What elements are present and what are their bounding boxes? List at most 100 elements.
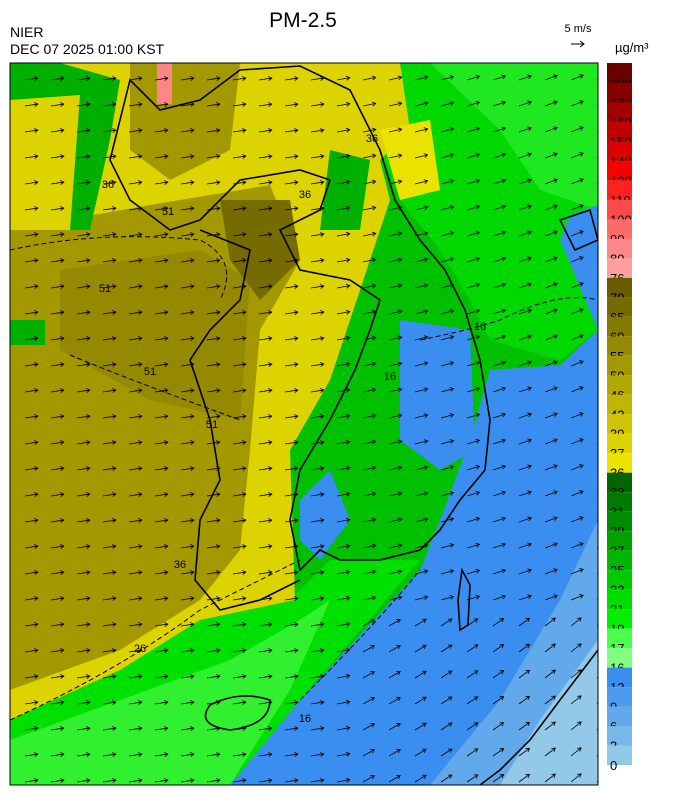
wind-arrow-shaft [544,747,556,757]
wind-arrow [154,674,169,679]
wind-arrow-shaft [180,103,194,107]
wind-arrow-shaft [570,412,584,419]
wind-arrow [128,206,143,211]
wind-arrow-head [112,414,117,419]
wind-arrow-head [475,542,481,548]
wind-arrow-shaft [258,571,272,575]
wind-arrow-head [164,336,169,341]
wind-arrow-shaft [440,76,454,81]
wind-arrow [544,178,558,185]
wind-arrow-head [319,700,325,705]
wind-arrow [336,491,351,497]
wind-arrow [232,388,247,393]
wind-arrow-shaft [440,596,454,601]
wind-arrow [258,76,273,81]
wind-arrow [336,595,351,601]
wind-arrow-shaft [76,259,90,263]
wind-arrow-head [579,204,584,209]
wind-arrow [128,778,143,783]
wind-arrow-shaft [466,774,479,783]
wind-arrow [128,284,143,289]
wind-arrow-head [86,310,91,315]
wind-arrow-shaft [362,645,375,653]
wind-arrow-head [473,748,479,753]
wind-arrow-head [473,774,479,779]
colorbar-segment [607,180,632,200]
wind-arrow [50,76,65,81]
wind-arrow-head [112,76,117,81]
wind-arrow-head [86,518,91,523]
wind-arrow [258,336,273,341]
wind-arrow-shaft [414,596,428,601]
wind-arrow-head [371,75,377,81]
wind-arrow-shaft [310,493,324,497]
wind-arrow [102,778,117,783]
wind-arrow [128,102,143,107]
wind-arrow-shaft [544,773,556,783]
wind-arrow-shaft [102,129,116,133]
wind-arrow [154,180,169,185]
wind-arrow [492,568,507,575]
wind-arrow-head [577,747,582,752]
wind-arrow-shaft [518,205,532,211]
wind-arrow [232,726,247,731]
wind-arrow-head [34,570,39,575]
wind-arrow [492,542,507,549]
wind-arrow [102,648,117,653]
wind-arrow-shaft [492,127,506,133]
wind-arrow-head [525,695,531,701]
wind-arrow-shaft [492,179,506,185]
wind-arrow [284,544,299,549]
wind-arrow-shaft [258,415,272,419]
wind-arrow [128,154,143,159]
wind-arrow-head [112,258,117,263]
wind-arrow-shaft [206,545,220,549]
wind-arrow [466,308,481,315]
wind-arrow-head [475,256,481,262]
wind-arrow [518,256,533,263]
wind-arrow-shaft [310,259,324,263]
wind-arrow-head [268,258,273,263]
wind-arrow [76,414,91,419]
wind-arrow [128,336,143,341]
wind-arrow-shaft [206,415,220,419]
wind-arrow-head [216,544,221,549]
wind-arrow-shaft [154,701,168,705]
wind-arrow-shaft [284,259,298,263]
wind-arrow [102,492,117,497]
wind-arrow-shaft [362,596,376,601]
wind-arrow-head [553,204,558,209]
colorbar-segment [607,355,632,376]
wind-arrow-head [397,153,403,159]
wind-arrow-shaft [388,128,402,133]
wind-arrow-shaft [284,207,298,211]
wind-arrow-head [138,128,143,133]
wind-arrow-head [216,76,221,81]
wind-arrow [336,725,351,731]
wind-arrow-head [473,696,479,701]
wind-arrow [518,490,533,497]
wind-arrow-shaft [518,617,530,627]
wind-arrow [102,440,117,445]
wind-arrow-head [60,258,65,263]
wind-arrow [570,100,584,107]
wind-arrow-shaft [440,180,454,185]
wind-arrow-shaft [414,414,428,419]
wind-arrow [76,76,91,81]
wind-arrow-head [294,700,299,705]
wind-arrow [440,413,455,419]
wind-arrow-head [190,492,195,497]
wind-arrow-shaft [128,129,142,133]
wind-arrow-head [190,674,195,679]
wind-arrow-head [138,232,143,237]
wind-arrow-head [319,128,325,133]
wind-arrow-head [190,778,195,783]
wind-arrow [362,75,377,81]
wind-arrow [206,76,221,81]
wind-arrow-head [60,180,65,185]
wind-arrow-head [294,492,299,497]
wind-arrow-head [60,414,65,419]
wind-arrow [128,440,143,445]
wind-arrow-head [138,544,143,549]
wind-arrow [414,361,429,367]
